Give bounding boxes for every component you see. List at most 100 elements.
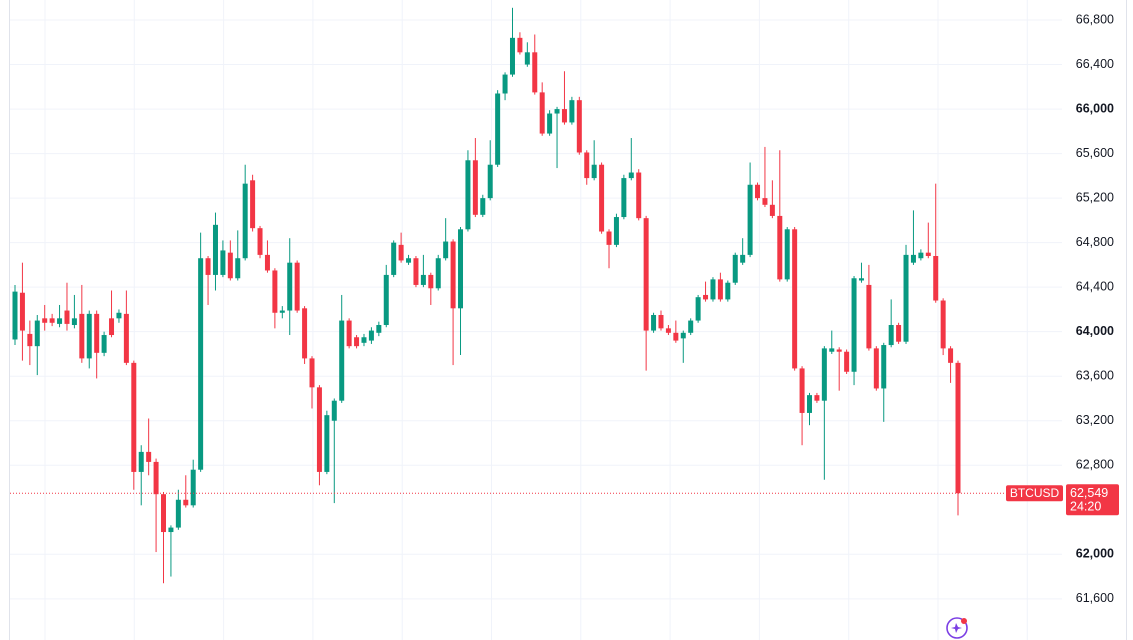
candle-body	[584, 152, 590, 179]
candle-body	[673, 332, 679, 341]
candle-body	[688, 320, 694, 333]
candle-body	[651, 314, 657, 331]
candle-body	[161, 494, 167, 533]
candle-body	[888, 325, 894, 346]
candle-body	[480, 198, 486, 215]
candle-body	[57, 318, 63, 324]
candle-body	[19, 292, 25, 331]
candle-body	[806, 395, 812, 413]
candle-body	[27, 333, 33, 347]
candle-body	[569, 100, 575, 123]
candle-body	[472, 160, 478, 215]
candle-body	[257, 228, 263, 255]
candle-body	[836, 349, 842, 352]
candle-body	[435, 258, 441, 289]
candle-body	[591, 164, 597, 179]
candle-body	[94, 313, 100, 353]
candle-body	[413, 258, 419, 285]
y-tick-label: 62,800	[1076, 458, 1114, 472]
y-tick-label: 64,800	[1076, 235, 1114, 249]
y-tick-label: 63,600	[1076, 369, 1114, 383]
candle-body	[769, 204, 775, 216]
candle-body	[703, 294, 709, 300]
candle-body	[339, 320, 345, 401]
candle-body	[532, 52, 538, 93]
candle-body	[242, 183, 248, 259]
candle-body	[138, 451, 144, 472]
candle-body	[881, 345, 887, 389]
y-tick-label: 64,000	[1076, 324, 1114, 338]
candle-body	[49, 318, 55, 323]
candle-body	[331, 400, 337, 421]
candle-body	[747, 184, 753, 255]
candle-body	[198, 258, 204, 470]
candle-body	[168, 527, 174, 533]
candle-body	[517, 37, 523, 53]
candle-body	[309, 358, 315, 388]
candle-body	[755, 184, 761, 199]
candle-body	[658, 314, 664, 329]
candle-body	[599, 164, 605, 232]
candle-body	[406, 258, 412, 263]
candle-body	[762, 198, 768, 205]
last-price-box	[1066, 484, 1119, 516]
candle-body	[873, 348, 879, 389]
candle-body	[910, 254, 916, 263]
candle-body	[420, 274, 426, 285]
candle-body	[368, 330, 374, 341]
candle-body	[183, 499, 189, 506]
y-tick-label: 65,200	[1076, 190, 1114, 204]
candle-body	[34, 320, 40, 347]
candle-body	[131, 362, 137, 472]
y-tick-label: 65,600	[1076, 146, 1114, 160]
candle-body	[153, 461, 159, 495]
candle-body	[509, 37, 515, 75]
candle-body	[717, 279, 723, 300]
candle-body	[554, 109, 560, 114]
candle-body	[628, 172, 634, 179]
candle-body	[561, 109, 567, 123]
candle-body	[918, 252, 924, 259]
candle-body	[116, 312, 122, 319]
candle-body	[606, 231, 612, 245]
candle-body	[502, 74, 508, 94]
assistant-icon[interactable]	[946, 617, 968, 639]
candle-body	[948, 348, 954, 363]
candle-body	[799, 368, 805, 413]
candle-body	[784, 229, 790, 280]
candle-body	[101, 335, 107, 353]
candle-body	[710, 279, 716, 300]
candle-body	[398, 244, 404, 261]
candle-body	[524, 52, 530, 65]
candle-body	[71, 318, 77, 326]
candle-body	[903, 254, 909, 342]
candle-body	[465, 160, 471, 230]
candle-body	[940, 300, 946, 349]
time-grid	[9, 0, 1127, 640]
candle-body	[925, 252, 931, 256]
candle-body	[539, 92, 545, 134]
candle-body	[220, 250, 226, 275]
candle-body	[212, 224, 218, 275]
candle-body	[866, 284, 872, 349]
candle-body	[79, 313, 85, 359]
candle-body	[495, 93, 501, 165]
y-tick-label: 63,200	[1076, 413, 1114, 427]
candle-body	[383, 274, 389, 326]
candle-body	[643, 218, 649, 331]
y-tick-label: 66,400	[1076, 57, 1114, 71]
candle-body	[844, 351, 850, 372]
candle-body	[294, 262, 300, 311]
candle-body	[302, 308, 308, 359]
candle-body	[829, 348, 835, 352]
candle-body	[175, 499, 181, 528]
candle-body	[235, 258, 241, 279]
candle-body	[613, 217, 619, 245]
candle-body	[896, 325, 902, 342]
y-tick-label: 66,000	[1076, 101, 1114, 115]
candle-body	[324, 415, 330, 472]
candle-body	[695, 297, 701, 321]
y-tick-label: 61,600	[1076, 591, 1114, 605]
